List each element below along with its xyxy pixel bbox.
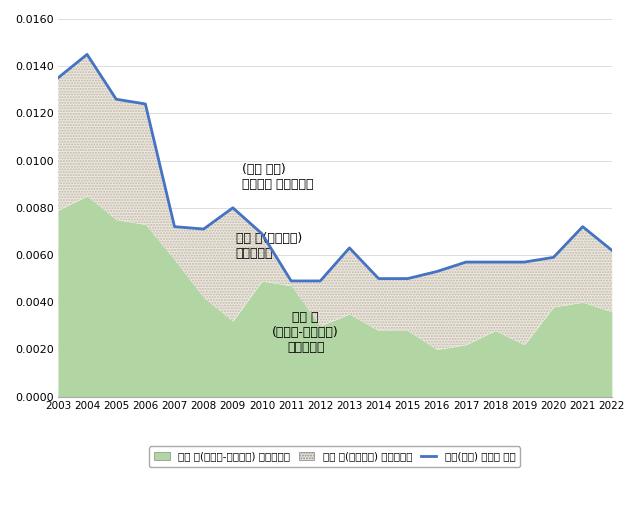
Text: 그룹 간
(수도권-비수도권)
불평등지수: 그룹 간 (수도권-비수도권) 불평등지수 bbox=[273, 311, 339, 354]
Text: 그룹 내(비수도권)
불평등지수: 그룹 내(비수도권) 불평등지수 bbox=[236, 232, 302, 260]
Legend: 그룹 간(수도권-비수도권) 불평등지수, 그룹 내(비수도권) 불평등지수, 전체(전국) 불평등 지수: 그룹 간(수도권-비수도권) 불평등지수, 그룹 내(비수도권) 불평등지수, … bbox=[149, 447, 520, 467]
Text: (전국 차원)
균형발전 불평등지수: (전국 차원) 균형발전 불평등지수 bbox=[241, 163, 313, 191]
